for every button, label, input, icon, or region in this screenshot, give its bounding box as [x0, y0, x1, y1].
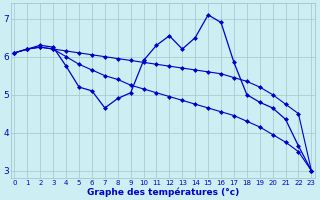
X-axis label: Graphe des températures (°c): Graphe des températures (°c) — [87, 187, 239, 197]
